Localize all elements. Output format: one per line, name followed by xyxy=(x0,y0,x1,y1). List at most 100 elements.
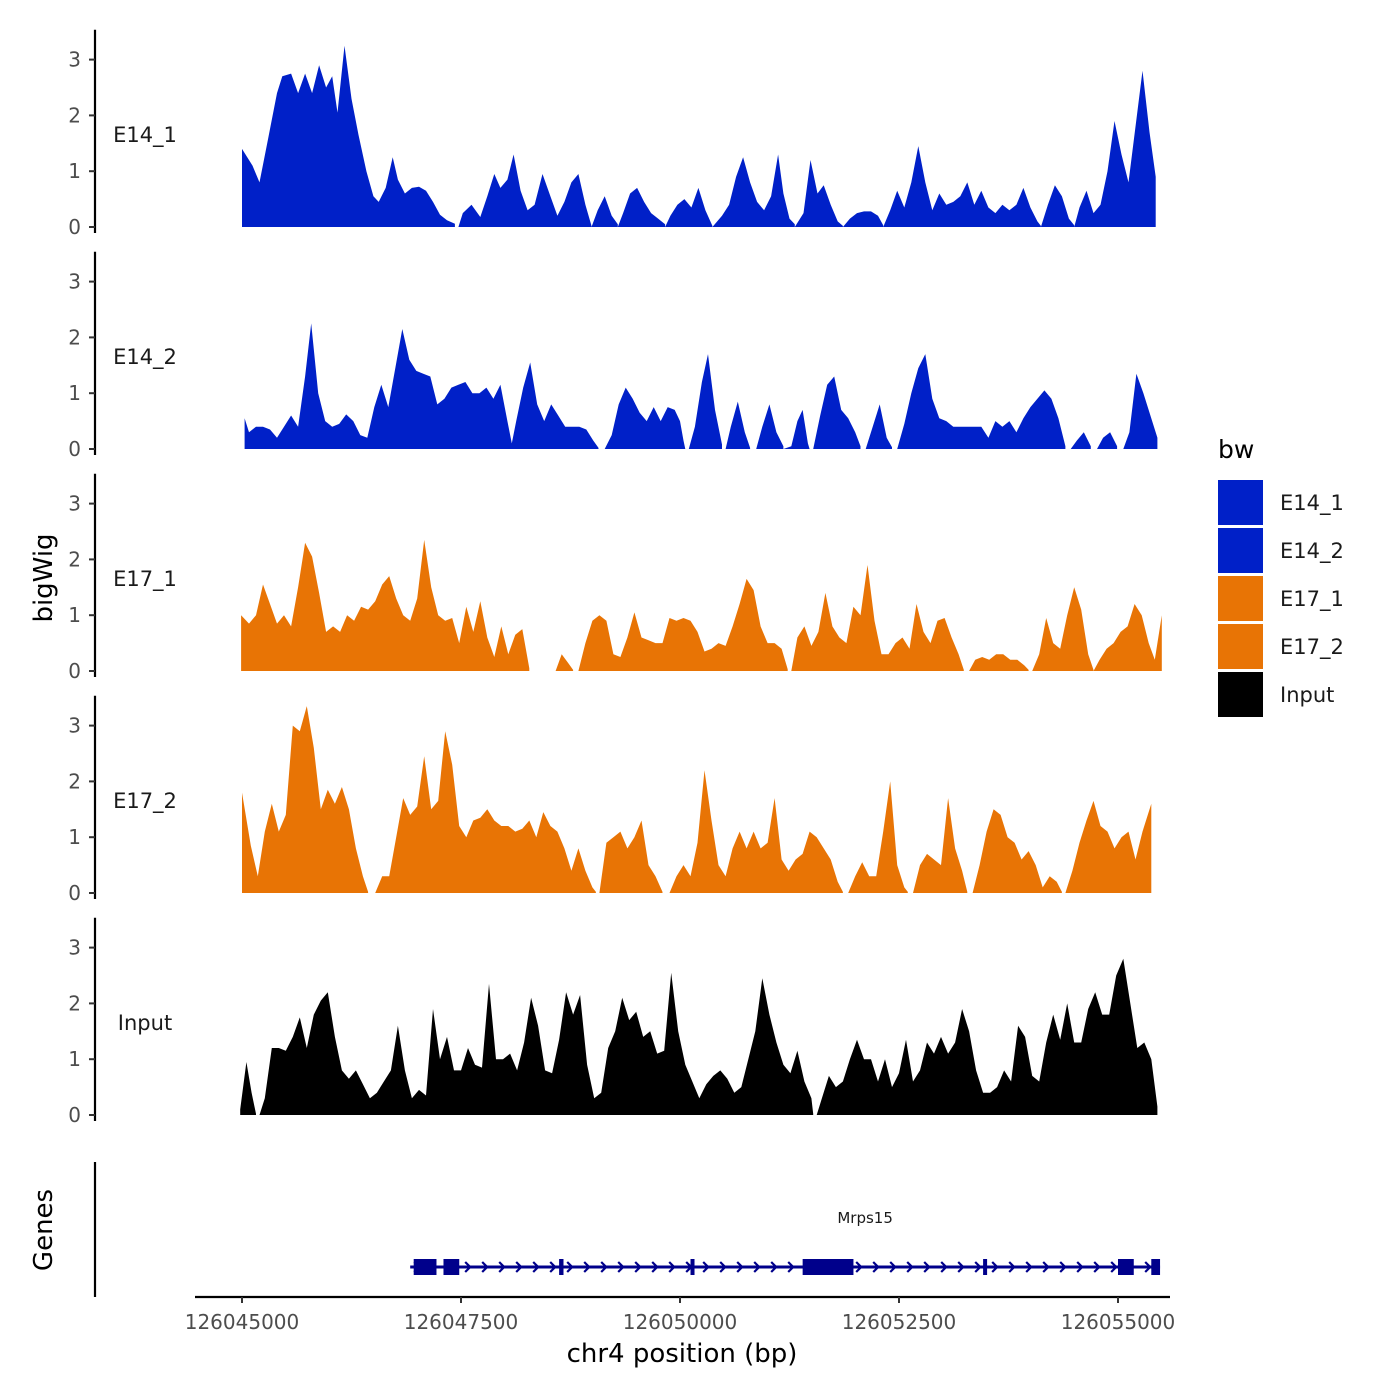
exon xyxy=(802,1259,854,1275)
strand-arrow xyxy=(617,1261,625,1273)
x-axis-title: chr4 position (bp) xyxy=(567,1339,798,1369)
y-tick-label: 0 xyxy=(68,437,81,461)
strand-arrow xyxy=(583,1261,591,1273)
track-E17_1: 0 1 2 3 E17_1 xyxy=(68,473,1162,683)
gene-track-title: Genes xyxy=(29,1189,59,1271)
gene-track: Mrps15 xyxy=(93,1162,1161,1297)
track-E17_2: 0 1 2 3 E17_2 xyxy=(68,695,1152,905)
y-tick-label: 0 xyxy=(68,1103,81,1127)
track-label: E14_1 xyxy=(113,123,177,148)
strand-arrow xyxy=(549,1261,557,1273)
track-label: Input xyxy=(118,1011,172,1035)
y-axis-title: bigWig xyxy=(29,533,59,622)
strand-arrow xyxy=(668,1261,676,1273)
strand-arrow xyxy=(736,1261,744,1273)
strand-arrow xyxy=(1093,1261,1101,1273)
coverage-area-E14_1 xyxy=(242,45,1156,228)
strand-arrow xyxy=(464,1261,472,1273)
legend-label: E14_1 xyxy=(1280,491,1344,516)
y-tick-label: 1 xyxy=(68,1047,81,1071)
exon xyxy=(443,1259,460,1275)
coverage-tracks: 0 1 2 3 E14_1 0 1 2 3 E14_2 0 1 2 3 E17_1 0 1 2 3 E17_2 0 1 2 3… xyxy=(68,29,1162,1127)
legend-swatch-Input xyxy=(1218,672,1263,717)
exon xyxy=(1151,1259,1161,1275)
strand-arrow xyxy=(532,1261,540,1273)
y-tick-label: 3 xyxy=(68,492,81,516)
coverage-area-E17_1 xyxy=(241,539,1162,671)
y-tick-label: 0 xyxy=(68,659,81,683)
track-label: E17_2 xyxy=(113,789,177,814)
strand-arrow xyxy=(515,1261,523,1273)
legend: bw E14_1 E14_2 E17_1 E17_2 Input xyxy=(1218,435,1344,717)
strand-arrow xyxy=(1076,1261,1084,1273)
legend-label: E17_2 xyxy=(1280,635,1344,660)
strand-arrow xyxy=(770,1261,778,1273)
strand-arrow xyxy=(566,1261,574,1273)
track-E14_1: 0 1 2 3 E14_1 xyxy=(68,29,1156,239)
strand-arrow xyxy=(974,1261,982,1273)
exon xyxy=(413,1259,437,1275)
strand-arrow xyxy=(872,1261,880,1273)
y-tick-label: 1 xyxy=(68,159,81,183)
x-tick-label: 126055000 xyxy=(1061,1310,1176,1334)
y-tick-label: 2 xyxy=(68,103,81,127)
x-tick-label: 126050000 xyxy=(623,1310,738,1334)
strand-arrow xyxy=(600,1261,608,1273)
strand-arrow xyxy=(651,1261,659,1273)
strand-arrow xyxy=(1042,1261,1050,1273)
y-tick-label: 0 xyxy=(68,881,81,905)
strand-arrow xyxy=(719,1261,727,1273)
y-tick-label: 3 xyxy=(68,270,81,294)
strand-arrow xyxy=(923,1261,931,1273)
coverage-area-E17_2 xyxy=(242,706,1152,893)
x-tick-label: 126052500 xyxy=(842,1310,957,1334)
exon xyxy=(559,1259,564,1275)
strand-arrow xyxy=(498,1261,506,1273)
y-tick-label: 1 xyxy=(68,381,81,405)
gene-name-label: Mrps15 xyxy=(837,1209,893,1227)
track-label: E14_2 xyxy=(113,345,177,370)
y-tick-label: 2 xyxy=(68,547,81,571)
legend-swatch-E17_1 xyxy=(1218,576,1263,621)
legend-swatch-E14_1 xyxy=(1218,480,1263,525)
track-E14_2: 0 1 2 3 E14_2 xyxy=(68,251,1158,461)
exon xyxy=(983,1259,988,1275)
y-tick-label: 2 xyxy=(68,991,81,1015)
exon xyxy=(1118,1259,1134,1275)
x-tick-label: 126047500 xyxy=(404,1310,519,1334)
strand-arrow xyxy=(957,1261,965,1273)
legend-label: E14_2 xyxy=(1280,539,1344,564)
legend-label: E17_1 xyxy=(1280,587,1344,612)
strand-arrow xyxy=(991,1261,999,1273)
legend-swatch-E14_2 xyxy=(1218,528,1263,573)
strand-arrow xyxy=(1110,1261,1118,1273)
y-tick-label: 0 xyxy=(68,215,81,239)
legend-swatch-E17_2 xyxy=(1218,624,1263,669)
strand-arrow xyxy=(634,1261,642,1273)
strand-arrow xyxy=(906,1261,914,1273)
y-tick-label: 1 xyxy=(68,825,81,849)
coverage-area-E14_2 xyxy=(244,323,1158,449)
coverage-area-Input xyxy=(240,958,1158,1115)
strand-arrow xyxy=(753,1261,761,1273)
track-Input: 0 1 2 3 Input xyxy=(68,917,1158,1127)
y-tick-label: 3 xyxy=(68,48,81,72)
y-tick-label: 1 xyxy=(68,603,81,627)
track-label: E17_1 xyxy=(113,567,177,592)
y-tick-label: 3 xyxy=(68,936,81,960)
legend-title: bw xyxy=(1218,435,1254,464)
strand-arrow xyxy=(1144,1261,1152,1273)
strand-arrow xyxy=(787,1261,795,1273)
strand-arrow xyxy=(940,1261,948,1273)
gene-Mrps15: Mrps15 xyxy=(410,1209,1161,1275)
exon xyxy=(690,1259,695,1275)
strand-arrow xyxy=(1059,1261,1067,1273)
legend-label: Input xyxy=(1280,683,1334,707)
strand-arrow xyxy=(702,1261,710,1273)
x-tick-label: 126045000 xyxy=(185,1310,300,1334)
y-tick-label: 3 xyxy=(68,714,81,738)
strand-arrow xyxy=(481,1261,489,1273)
x-axis: 126045000 126047500 126050000 126052500 1260… xyxy=(185,1295,1176,1334)
strand-arrow xyxy=(889,1261,897,1273)
